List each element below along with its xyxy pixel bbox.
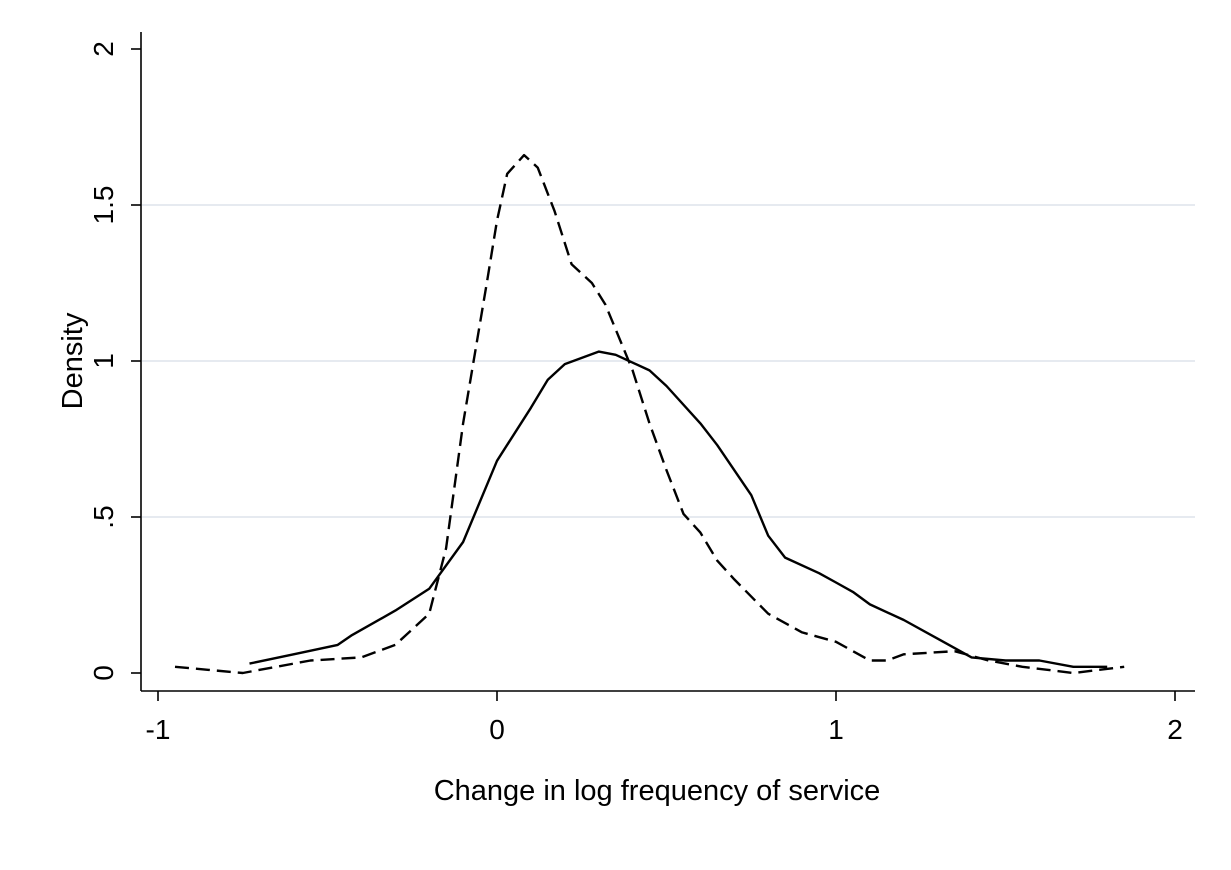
y-tick-label: 1 [88,353,119,369]
y-axis-title: Density [57,312,89,409]
solid-density-line [249,350,1108,668]
y-tick-label: 1.5 [88,186,119,225]
x-tick-label: 2 [1167,714,1183,745]
x-axis-title: Change in log frequency of service [434,775,881,807]
axis-ticks: 0 .5 1 1.5 2 -1 0 1 2 [88,41,1183,745]
x-tick-label: 1 [828,714,844,745]
y-tick-label: 2 [88,41,119,57]
series-lines [174,153,1125,675]
dashed-density-line [174,153,1125,675]
x-tick-label: 0 [489,714,505,745]
gridlines [142,204,1195,518]
y-tick-label: .5 [88,505,119,528]
y-tick-label: 0 [88,665,119,681]
x-tick-label: -1 [146,714,171,745]
